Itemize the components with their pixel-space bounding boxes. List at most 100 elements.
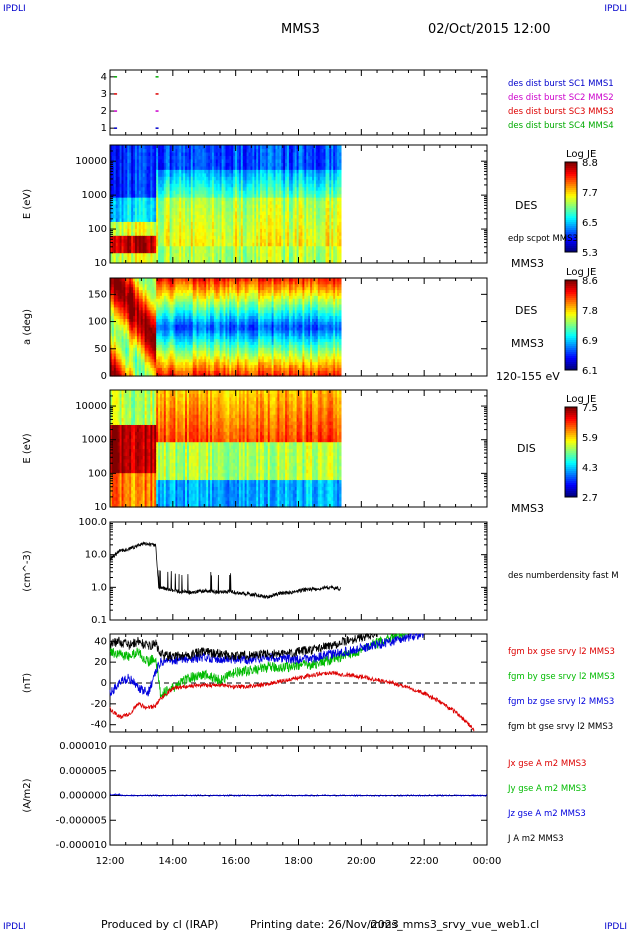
spectrogram-cell — [123, 207, 126, 212]
spectrogram-cell — [129, 214, 132, 219]
spectrogram-cell — [111, 210, 115, 216]
spectrogram-cell — [136, 224, 140, 229]
spectrogram-cell — [142, 179, 146, 184]
spectrogram-cell — [113, 242, 117, 247]
spectrogram-cell — [131, 176, 134, 181]
spectrogram-cell — [135, 245, 138, 250]
spectrogram-cell — [142, 245, 146, 250]
spectrogram-cell — [136, 231, 140, 236]
spectrogram-cell — [136, 190, 140, 195]
spectrogram-cell — [140, 235, 144, 240]
spectrogram-cell — [123, 179, 126, 184]
spectrogram-cell — [144, 207, 148, 212]
spectrogram-cell — [136, 259, 140, 264]
spectrogram-cell — [135, 235, 138, 240]
spectrogram-cell — [121, 242, 125, 247]
spectrogram-cell — [129, 259, 132, 264]
spectrogram-cell — [133, 228, 136, 233]
spectrogram-cell — [119, 214, 123, 219]
spectrogram-cell — [131, 172, 134, 177]
spectrogram-cell — [110, 238, 113, 243]
spectrogram-cell — [133, 252, 136, 257]
spectrogram-cell — [127, 242, 130, 247]
spectrogram-cell — [111, 179, 115, 184]
spectrogram-cell — [123, 224, 126, 229]
spectrogram-cell — [142, 183, 146, 188]
spectrogram-cell — [338, 231, 342, 236]
spectrogram-cell — [142, 193, 146, 198]
spectrogram-cell — [133, 200, 136, 205]
spectrogram-cell — [146, 252, 150, 257]
spectrogram-cell — [111, 245, 115, 250]
spectrogram-cell — [121, 224, 125, 229]
spectrogram-cell — [117, 155, 121, 160]
spectrogram-cell — [136, 145, 140, 150]
spectrogram-cell — [117, 245, 121, 250]
spectrogram-cell — [144, 190, 148, 195]
spectrogram-cell — [144, 235, 148, 240]
spectrogram-cell — [144, 231, 148, 236]
spectrogram-cell — [123, 210, 126, 216]
spectrogram-cell — [123, 172, 126, 177]
spectrogram-cell — [125, 158, 128, 163]
spectrogram-cell — [119, 207, 123, 212]
spectrogram-cell — [338, 197, 342, 202]
spectrogram-cell — [110, 179, 113, 184]
spectrogram-cell — [133, 221, 136, 226]
spectrogram-cell — [115, 158, 119, 163]
spectrogram-cell — [136, 193, 140, 198]
spectrogram-cell — [131, 207, 134, 212]
spectrogram-cell — [131, 231, 134, 236]
spectrogram-cell — [125, 217, 128, 222]
spectrogram-cell — [121, 259, 125, 264]
spectrogram-cell — [125, 207, 128, 212]
spectrogram-cell — [338, 193, 342, 198]
spectrogram-cell — [111, 249, 115, 254]
spectrogram-cell — [138, 252, 142, 257]
spectrogram-cell — [121, 169, 125, 174]
spectrogram-cell — [117, 217, 121, 222]
spectrogram-cell — [129, 162, 132, 167]
spectrogram-cell — [111, 256, 115, 261]
spectrogram-cell — [129, 231, 132, 236]
burst-legend-3: des dist burst SC3 MMS3 — [508, 107, 614, 117]
spectrogram-cell — [113, 183, 117, 188]
spectrogram-cell — [119, 197, 123, 202]
spectrogram-cell — [144, 217, 148, 222]
spectrogram-cell — [138, 238, 142, 243]
spectrogram-cell — [123, 252, 126, 257]
spectrogram-cell — [121, 179, 125, 184]
spectrogram-cell — [129, 217, 132, 222]
spectrogram-cell — [119, 238, 123, 243]
spectrogram-cell — [123, 200, 126, 205]
spectrogram-cell — [131, 197, 134, 202]
spectrogram-cell — [140, 190, 144, 195]
spectrogram-cell — [110, 190, 113, 195]
spectrogram-cell — [127, 249, 130, 254]
spectrogram-cell — [110, 259, 113, 264]
spectrogram-cell — [133, 190, 136, 195]
spectrogram-cell — [117, 238, 121, 243]
spectrogram-cell — [125, 179, 128, 184]
spectrogram-cell — [133, 169, 136, 174]
spectrogram-cell — [127, 231, 130, 236]
spectrogram-cell — [127, 190, 130, 195]
spectrogram-cell — [121, 228, 125, 233]
spectrogram-cell — [110, 221, 113, 226]
spectrogram-cell — [136, 228, 140, 233]
spectrogram-cell — [110, 197, 113, 202]
spectrogram-cell — [135, 165, 138, 170]
spectrogram-cell — [129, 207, 132, 212]
spectrogram-cell — [142, 249, 146, 254]
spectrogram-cell — [133, 193, 136, 198]
spectrogram-cell — [140, 197, 144, 202]
spectrogram-cell — [131, 179, 134, 184]
spectrogram-cell — [133, 231, 136, 236]
spectrogram-cell — [144, 245, 148, 250]
spectrogram-cell — [110, 242, 113, 247]
spectrogram-cell — [125, 224, 128, 229]
spectrogram-cell — [338, 155, 342, 160]
spectrogram-cell — [129, 193, 132, 198]
spectrogram-cell — [127, 176, 130, 181]
spectrogram-cell — [115, 245, 119, 250]
